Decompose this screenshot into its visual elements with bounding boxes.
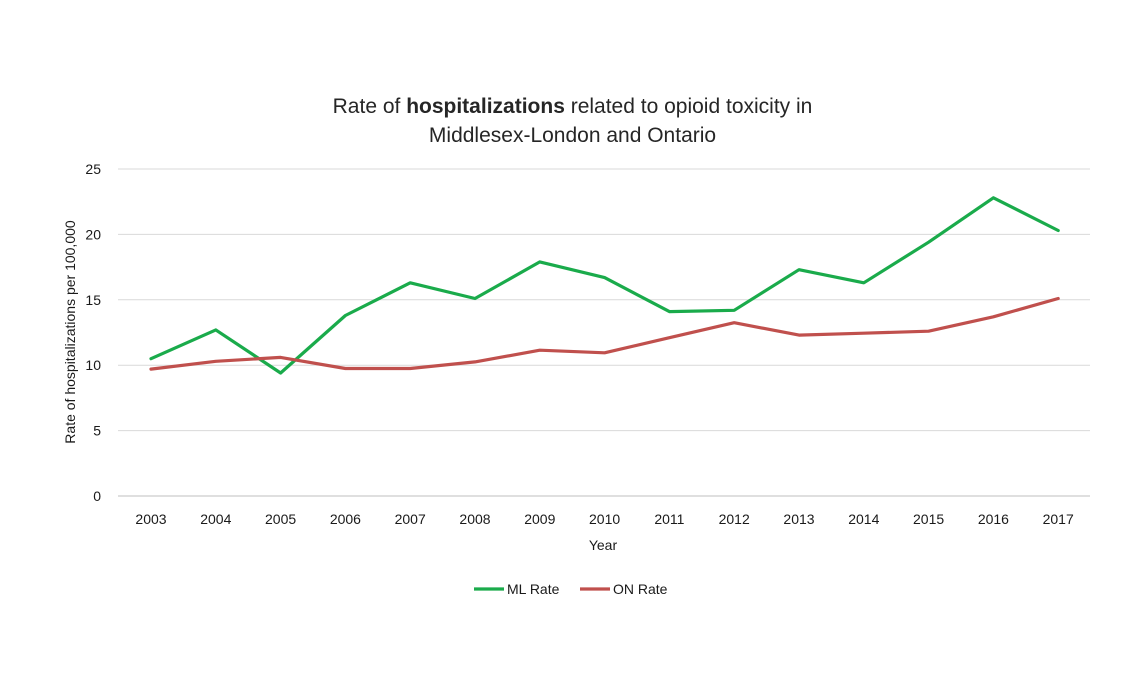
x-tick-label: 2014 [848,511,879,527]
x-tick-label: 2015 [913,511,944,527]
x-tick-label: 2010 [589,511,620,527]
chart-title-pre: Rate of [332,95,407,118]
y-tick-label: 15 [85,292,101,308]
chart-title-line-1: Rate of hospitalizations related to opio… [0,92,1145,121]
y-axis-ticks: 0 5 10 15 20 25 [85,161,101,504]
legend-label: ML Rate [507,581,560,597]
legend: ML Rate ON Rate [474,581,668,597]
y-tick-label: 10 [85,357,101,373]
chart-title-bold: hospitalizations [406,95,565,118]
x-tick-label: 2004 [200,511,231,527]
series-lines [149,196,1060,375]
x-tick-label: 2005 [265,511,296,527]
y-tick-label: 5 [93,423,101,439]
chart-title-post: related to opioid toxicity in [564,95,813,118]
x-tick-label: 2009 [524,511,555,527]
legend-label: ON Rate [613,581,668,597]
y-tick-label: 20 [85,226,101,242]
x-tick-label: 2011 [654,511,684,527]
y-tick-label: 0 [93,488,101,504]
y-tick-label: 25 [85,161,101,177]
x-tick-label: 2008 [459,511,490,527]
x-tick-label: 2017 [1043,511,1074,527]
series-line-ml-rate [149,196,1060,375]
x-axis-ticks: 2003 2004 2005 2006 2007 2008 2009 2010 2011 2012… [135,511,1074,527]
x-tick-label: 2013 [783,511,814,527]
x-tick-label: 2003 [135,511,166,527]
x-tick-label: 2016 [978,511,1009,527]
gridlines [118,168,1090,497]
chart-title-line-2: Middlesex-London and Ontario [428,124,717,147]
x-tick-label: 2012 [719,511,750,527]
x-tick-label: 2006 [330,511,361,527]
chart-title: Rate of hospitalizations related to opio… [0,92,1145,150]
series-line-on-rate [149,296,1060,371]
y-axis-label: Rate of hospitalizations per 100,000 [62,220,78,444]
x-tick-label: 2007 [395,511,426,527]
x-axis-label: Year [589,537,618,553]
